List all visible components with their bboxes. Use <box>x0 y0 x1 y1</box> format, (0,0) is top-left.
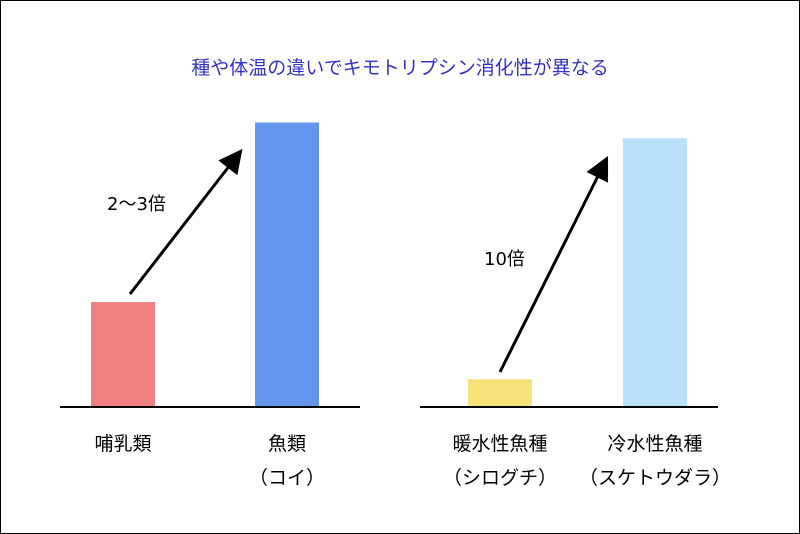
annotation-left: 2～3倍 <box>107 194 166 215</box>
bar-fish-carp <box>255 122 319 406</box>
bar-mammal <box>91 302 155 406</box>
label-warm-water-fish: 暖水性魚種 <box>452 433 547 455</box>
label-mammal: 哺乳類 <box>94 433 151 455</box>
sublabel-walleye-pollock: （スケトウダラ） <box>579 467 731 489</box>
group-mammal-fish: 2～3倍 哺乳類 魚類 （コイ） <box>60 122 360 489</box>
bar-warm-water-fish <box>468 379 532 406</box>
chart-title: 種や体温の違いでキモトリプシン消化性が異なる <box>191 57 608 79</box>
bar-cold-water-fish <box>623 138 687 406</box>
label-cold-water-fish: 冷水性魚種 <box>607 433 702 455</box>
label-fish: 魚類 <box>268 433 306 455</box>
arrow-right <box>498 155 609 373</box>
annotation-right: 10倍 <box>484 249 525 270</box>
sublabel-white-croaker: （シログチ） <box>443 467 557 489</box>
arrow-left <box>128 148 243 295</box>
group-warm-cold-fish: 10倍 暖水性魚種 冷水性魚種 （シログチ） （スケトウダラ） <box>420 138 731 489</box>
sublabel-carp: （コイ） <box>249 467 325 489</box>
